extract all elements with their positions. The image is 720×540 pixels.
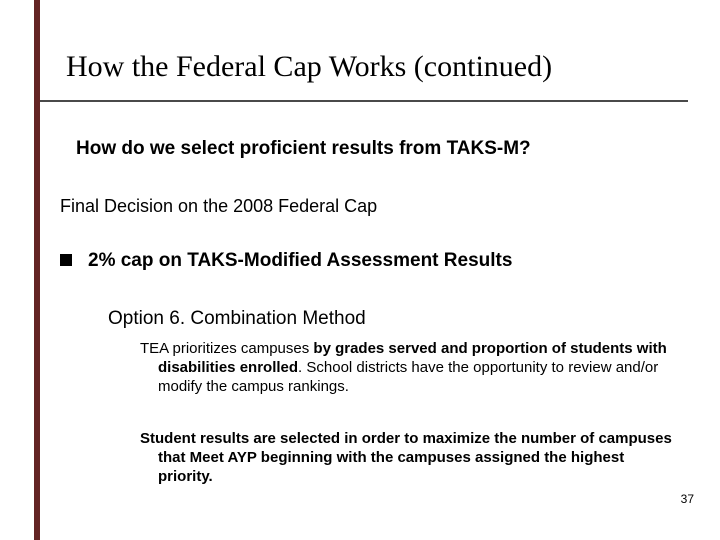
page-number: 37 bbox=[681, 492, 694, 506]
title-underline bbox=[40, 100, 688, 102]
decision-line: Final Decision on the 2008 Federal Cap bbox=[60, 196, 660, 217]
slide-title: How the Federal Cap Works (continued) bbox=[66, 50, 686, 84]
para1-lead: TEA prioritizes campuses bbox=[140, 340, 313, 357]
square-bullet-icon bbox=[60, 254, 72, 266]
option-heading: Option 6. Combination Method bbox=[108, 308, 668, 330]
left-accent-bar bbox=[34, 0, 40, 540]
subtitle: How do we select proficient results from… bbox=[76, 138, 676, 160]
bullet-text: 2% cap on TAKS-Modified Assessment Resul… bbox=[88, 250, 512, 271]
paragraph-1: TEA prioritizes campuses by grades serve… bbox=[140, 340, 678, 396]
paragraph-2: Student results are selected in order to… bbox=[140, 430, 678, 486]
bullet-item: 2% cap on TAKS-Modified Assessment Resul… bbox=[60, 250, 680, 272]
slide: How the Federal Cap Works (continued) Ho… bbox=[0, 0, 720, 540]
